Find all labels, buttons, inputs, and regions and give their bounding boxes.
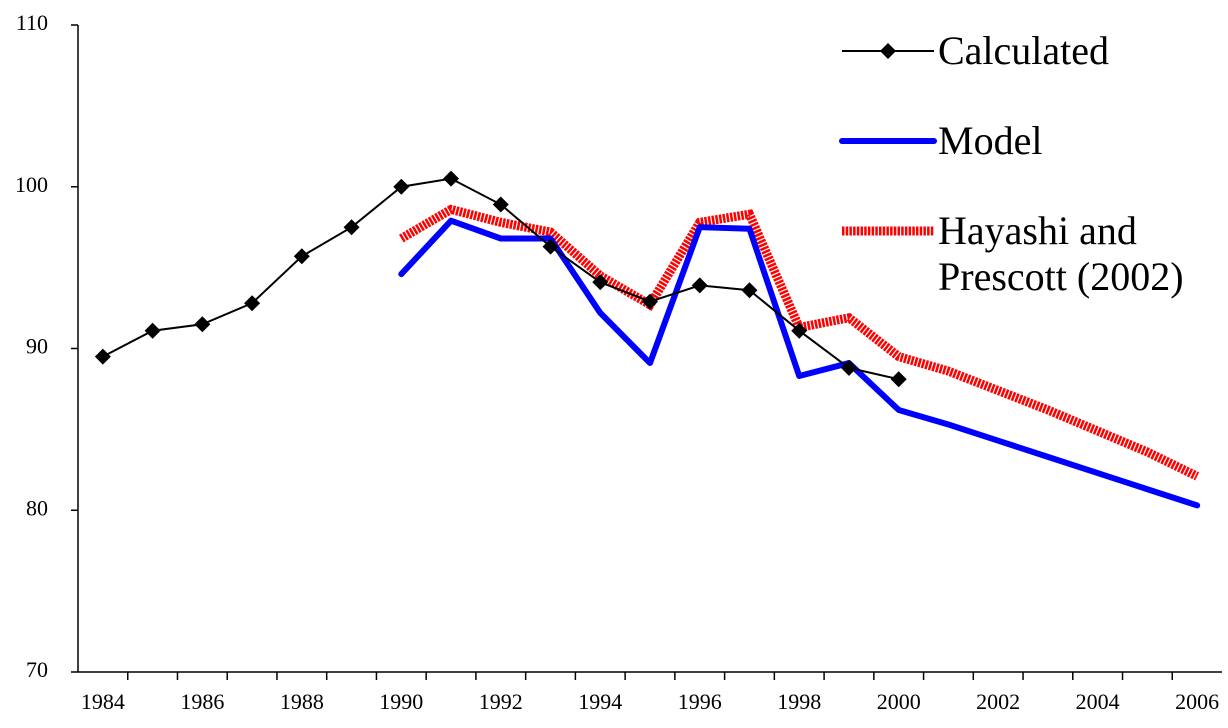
point: [642, 293, 658, 310]
y-tick-label: 80: [26, 495, 48, 520]
point: [293, 248, 310, 265]
x-tick-label: 1992: [479, 689, 523, 714]
point: [492, 196, 509, 213]
x-tick-label: 1986: [180, 689, 224, 714]
x-tick-label: 1996: [678, 689, 722, 714]
legend-item: Calculated: [838, 28, 1218, 74]
x-tick-label: 2004: [1076, 689, 1120, 714]
legend-marker: [880, 43, 896, 59]
x-tick-label: 1990: [379, 689, 423, 714]
point: [691, 277, 708, 294]
point: [890, 371, 907, 388]
x-tick-label: 2002: [976, 689, 1020, 714]
x-tick-label: 2006: [1175, 689, 1219, 714]
x-tick-label: 1994: [578, 689, 622, 714]
point: [542, 238, 559, 255]
legend-label: Calculated: [938, 28, 1110, 73]
point: [393, 178, 410, 195]
y-tick-label: 110: [16, 10, 48, 35]
legend-label: Model: [938, 118, 1043, 163]
legend-item: Model: [838, 118, 1218, 164]
series-line: [399, 204, 1200, 481]
series-line: [398, 217, 1201, 509]
y-tick-label: 70: [26, 657, 48, 682]
point: [144, 322, 161, 339]
point: [592, 274, 609, 291]
x-tick-label: 1988: [280, 689, 324, 714]
legend-swatch: [842, 43, 934, 59]
point: [840, 359, 857, 376]
point: [244, 295, 261, 312]
point: [194, 316, 211, 333]
legend-swatch: [839, 138, 937, 144]
legend-label: Hayashi and Prescott (2002): [938, 208, 1184, 299]
point: [343, 219, 360, 236]
point: [443, 170, 460, 187]
x-tick-label: 2000: [877, 689, 921, 714]
legend: Calculated Model Hayashi and Prescott (200…: [838, 28, 1218, 344]
legend-item: Hayashi and Prescott (2002): [838, 208, 1218, 300]
point: [94, 348, 111, 365]
point: [741, 282, 758, 299]
x-tick-label: 1998: [777, 689, 821, 714]
y-tick-label: 100: [15, 172, 48, 197]
point: [791, 322, 808, 339]
y-tick-label: 90: [26, 334, 48, 359]
x-tick-label: 1984: [81, 689, 125, 714]
legend-swatch: [842, 226, 934, 236]
